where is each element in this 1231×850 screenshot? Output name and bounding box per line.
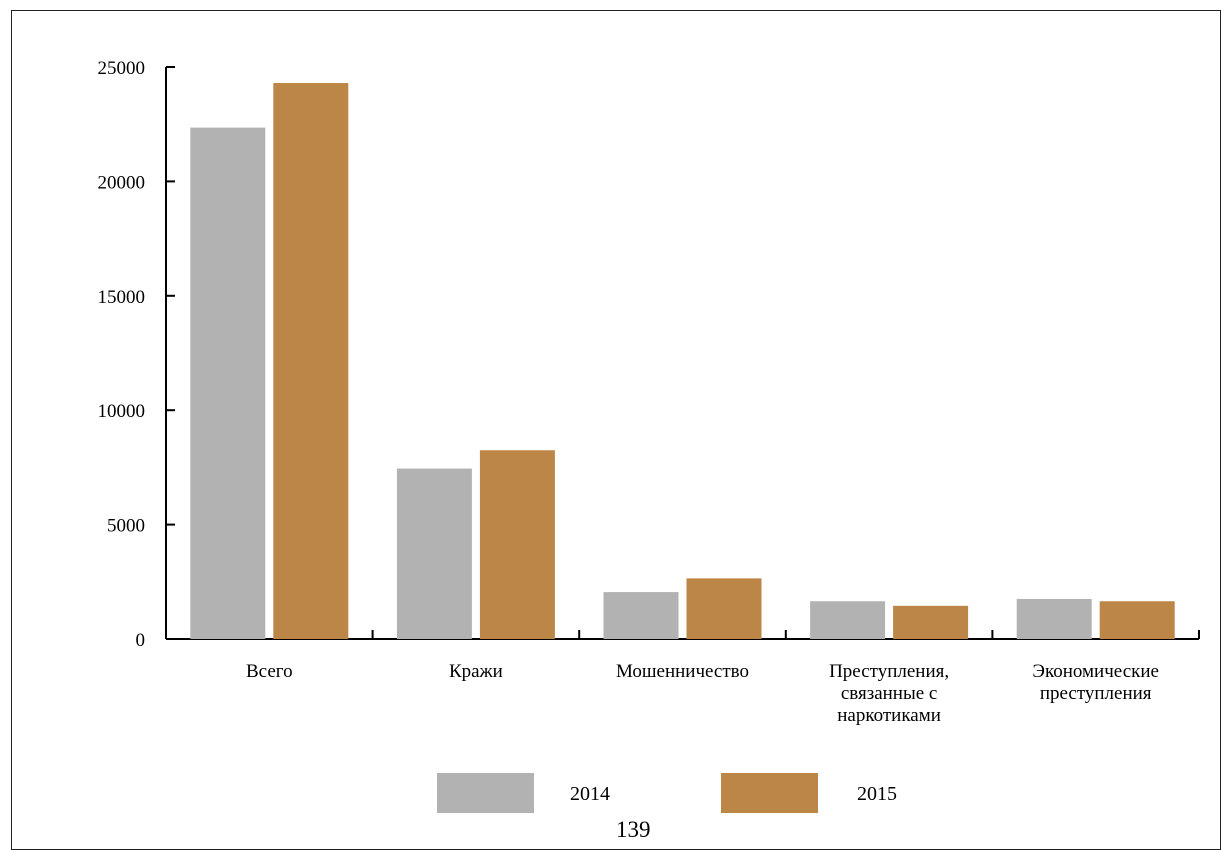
category-label: связанные с [841,683,938,704]
category-label: Всего [246,661,293,682]
legend-swatch-2015 [721,773,818,813]
y-tick-label: 0 [136,630,146,651]
legend-swatch-2014 [437,773,534,813]
category-label: Кражи [449,661,503,682]
y-axis: 0 5000 10000 15000 20000 25000 [98,58,175,651]
y-tick-label: 25000 [98,58,146,79]
bar-2014-4 [1016,598,1092,639]
category-labels: Всего Кражи Мошенничество Преступления,связ… [246,661,1159,726]
y-tick-label: 10000 [98,401,146,422]
y-tick-label: 15000 [98,287,146,308]
legend: 2014 2015 [437,773,897,813]
legend-label-2014: 2014 [570,783,610,805]
legend-label-2015: 2015 [857,783,897,805]
category-label: Преступления, [829,661,949,682]
y-tick-label: 5000 [107,516,145,537]
bars [190,83,1175,640]
bar-2014-2 [603,592,679,639]
bar-2014-0 [190,127,266,639]
bar-2015-1 [479,450,555,639]
category-label: преступления [1040,683,1152,704]
bar-2015-2 [686,578,762,639]
bar-2014-1 [396,468,472,639]
bar-2015-0 [273,83,349,640]
category-label: наркотиками [837,705,941,726]
bar-2014-3 [810,601,886,639]
category-label: Мошенничество [616,661,749,682]
page-number: 139 [616,817,651,842]
bar-2015-4 [1099,601,1175,639]
y-tick-label: 20000 [98,172,146,193]
bar-2015-3 [893,605,969,639]
category-label: Экономические [1032,661,1159,682]
